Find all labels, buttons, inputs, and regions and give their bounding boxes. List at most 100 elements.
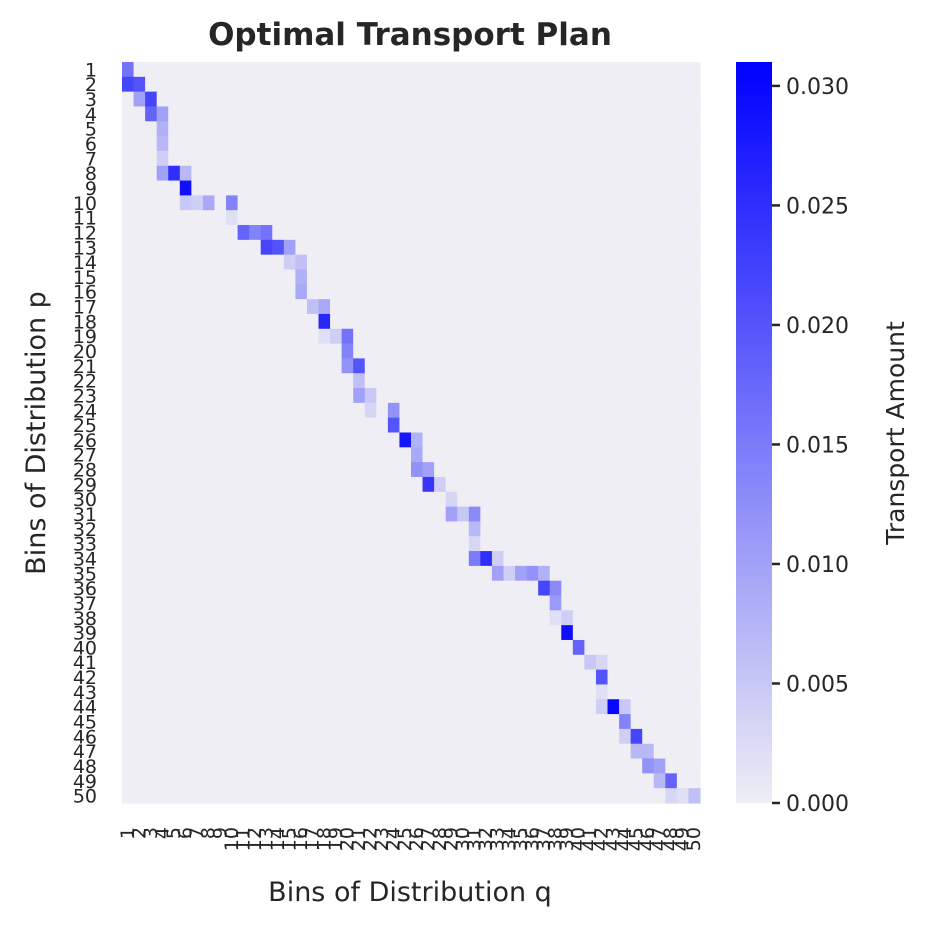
heatmap-cell-15-28 bbox=[434, 269, 447, 285]
heatmap-cell-20-11 bbox=[237, 343, 250, 359]
heatmap-cell-30-38 bbox=[549, 491, 562, 508]
heatmap-cell-47-43 bbox=[607, 743, 620, 760]
heatmap-cell-4-37 bbox=[538, 106, 551, 122]
heatmap-cell-13-7 bbox=[191, 239, 204, 256]
heatmap-cell-29-14 bbox=[272, 476, 285, 493]
heatmap-cell-48-16 bbox=[295, 758, 308, 774]
heatmap-cell-24-23 bbox=[376, 402, 389, 419]
heatmap-cell-15-49 bbox=[676, 269, 690, 285]
heatmap-cell-11-44 bbox=[619, 210, 632, 226]
heatmap-cell-17-40 bbox=[572, 299, 585, 315]
heatmap-cell-19-25 bbox=[399, 328, 412, 345]
heatmap-cell-20-39 bbox=[561, 343, 574, 359]
heatmap-cell-40-10 bbox=[226, 639, 239, 656]
colorbar bbox=[736, 62, 772, 803]
heatmap-cell-13-43 bbox=[607, 239, 620, 256]
heatmap-cell-44-21 bbox=[353, 699, 366, 715]
heatmap-cell-49-19 bbox=[330, 773, 343, 789]
heatmap-cell-4-43 bbox=[607, 106, 620, 122]
heatmap-cell-43-35 bbox=[515, 684, 528, 700]
heatmap-cell-48-49 bbox=[676, 758, 690, 774]
heatmap-cell-49-46 bbox=[642, 773, 655, 789]
heatmap-cell-1-20 bbox=[341, 62, 354, 78]
heatmap-cell-46-48 bbox=[665, 728, 678, 745]
heatmap-cell-40-33 bbox=[491, 639, 505, 656]
heatmap-cell-50-24 bbox=[387, 788, 401, 804]
heatmap-cell-23-24 bbox=[387, 388, 401, 404]
heatmap-cell-22-18 bbox=[318, 373, 331, 389]
heatmap-cell-5-46 bbox=[642, 121, 655, 137]
heatmap-cell-39-26 bbox=[411, 625, 424, 641]
heatmap-cell-48-6 bbox=[179, 758, 192, 774]
heatmap-cell-43-44 bbox=[619, 684, 632, 700]
heatmap-cell-46-50 bbox=[688, 728, 701, 745]
heatmap-cell-4-26 bbox=[411, 106, 424, 122]
heatmap-cell-9-24 bbox=[387, 180, 401, 196]
heatmap-cell-33-34 bbox=[503, 536, 516, 552]
row-tick-label: 8 bbox=[85, 163, 97, 185]
heatmap-cell-13-21 bbox=[353, 239, 366, 256]
heatmap-cell-13-19 bbox=[330, 239, 343, 256]
heatmap-cell-50-13 bbox=[260, 788, 273, 804]
heatmap-cell-35-15 bbox=[283, 565, 296, 582]
heatmap-cell-29-16 bbox=[295, 476, 308, 493]
heatmap-cell-14-20 bbox=[341, 254, 354, 271]
heatmap-cell-42-10 bbox=[226, 669, 239, 686]
heatmap-cell-30-10 bbox=[226, 491, 239, 508]
heatmap-cell-10-24 bbox=[387, 195, 401, 211]
heatmap-cell-13-6 bbox=[179, 239, 192, 256]
heatmap-cell-47-31 bbox=[468, 743, 481, 760]
heatmap-cell-3-5 bbox=[168, 91, 181, 108]
heatmap-cell-7-45 bbox=[630, 150, 643, 167]
heatmap-cell-33-41 bbox=[584, 536, 597, 552]
heatmap-cell-47-47 bbox=[653, 743, 666, 760]
heatmap-cell-45-21 bbox=[353, 714, 366, 730]
heatmap-cell-16-39 bbox=[561, 284, 574, 300]
heatmap-cell-36-41 bbox=[584, 580, 597, 597]
heatmap-cell-49-37 bbox=[538, 773, 551, 789]
column-tick-label: 2 bbox=[128, 827, 150, 839]
heatmap-cell-7-29 bbox=[445, 150, 458, 167]
heatmap-cell-4-9 bbox=[214, 106, 227, 122]
heatmap-cell-44-15 bbox=[283, 699, 296, 715]
heatmap-cell-45-3 bbox=[145, 714, 158, 730]
heatmap-cell-13-5 bbox=[168, 239, 181, 256]
heatmap-cell-19-50 bbox=[688, 328, 701, 345]
heatmap-cell-9-39 bbox=[561, 180, 574, 196]
heatmap-cell-13-31 bbox=[468, 239, 481, 256]
heatmap-cell-25-43 bbox=[607, 417, 620, 434]
heatmap-cell-8-42 bbox=[595, 165, 609, 182]
heatmap-cell-37-27 bbox=[422, 595, 435, 611]
heatmap-cell-14-39 bbox=[561, 254, 574, 271]
heatmap-cell-49-8 bbox=[202, 773, 216, 789]
heatmap-cell-39-24 bbox=[387, 625, 401, 641]
heatmap-cell-20-5 bbox=[168, 343, 181, 359]
heatmap-cell-1-43 bbox=[607, 62, 620, 78]
heatmap-cell-4-8 bbox=[202, 106, 216, 122]
heatmap-cell-3-7 bbox=[191, 91, 204, 108]
heatmap-cell-28-6 bbox=[179, 462, 192, 478]
heatmap-cell-50-16 bbox=[295, 788, 308, 804]
heatmap-cell-46-12 bbox=[249, 728, 262, 745]
heatmap-cell-22-47 bbox=[653, 373, 666, 389]
heatmap-cell-27-5 bbox=[168, 447, 181, 463]
heatmap-cell-8-18 bbox=[318, 165, 331, 182]
heatmap-cell-40-32 bbox=[480, 639, 493, 656]
heatmap-cell-43-34 bbox=[503, 684, 516, 700]
heatmap-cell-38-3 bbox=[145, 610, 158, 626]
row-tick-label: 49 bbox=[73, 771, 97, 793]
heatmap-cell-23-8 bbox=[202, 388, 216, 404]
heatmap-cell-37-29 bbox=[445, 595, 458, 611]
heatmap-cell-1-48 bbox=[665, 62, 678, 78]
heatmap-cell-44-45 bbox=[630, 699, 643, 715]
heatmap-cell-1-40 bbox=[572, 62, 585, 78]
column-tick-label: 29 bbox=[440, 827, 462, 851]
heatmap-cell-20-33 bbox=[491, 343, 505, 359]
heatmap-cell-23-47 bbox=[653, 388, 666, 404]
heatmap-cell-49-30 bbox=[457, 773, 470, 789]
heatmap-cell-50-49 bbox=[676, 788, 690, 804]
heatmap-cell-36-5 bbox=[168, 580, 181, 597]
heatmap-cell-44-2 bbox=[133, 699, 146, 715]
heatmap-cell-13-40 bbox=[572, 239, 585, 256]
